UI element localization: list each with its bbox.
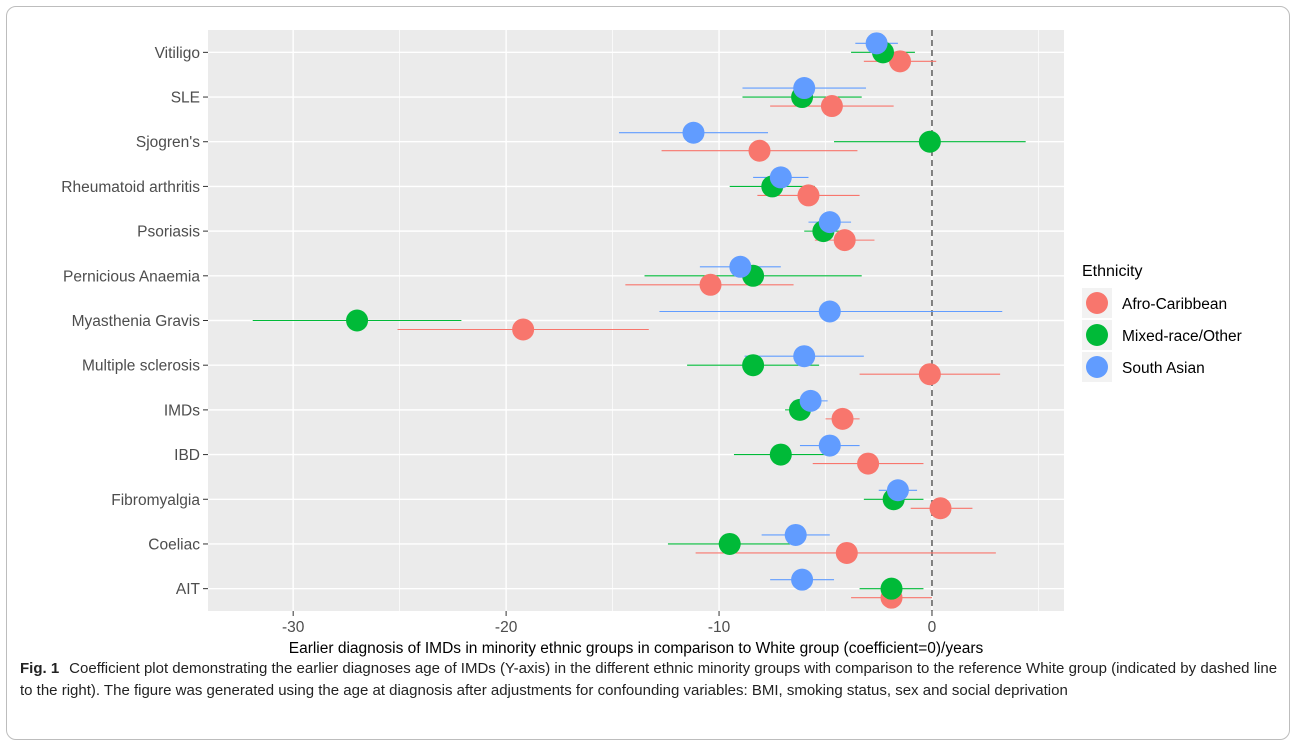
legend-label: Mixed-race/Other <box>1122 328 1242 345</box>
data-point <box>835 541 858 564</box>
data-point <box>880 577 903 600</box>
y-tick-label: SLE <box>171 90 200 107</box>
data-point <box>818 211 841 234</box>
caption-label: Fig. 1 <box>20 660 60 677</box>
data-point <box>512 318 535 341</box>
y-tick-label: Vitiligo <box>155 45 200 62</box>
data-point <box>929 497 952 520</box>
y-tick-label: Coeliac <box>148 536 200 553</box>
data-point <box>769 443 792 466</box>
y-tick-label: Fibromyalgia <box>111 492 200 509</box>
data-point <box>831 407 854 430</box>
data-point <box>729 255 752 278</box>
y-tick-label: IMDs <box>164 402 200 419</box>
series-points <box>682 32 909 591</box>
caption-text: Coefficient plot demonstrating the earli… <box>20 660 1278 699</box>
legend-key <box>1086 356 1108 378</box>
x-tick-label: -10 <box>708 619 731 636</box>
data-point <box>818 300 841 323</box>
data-point <box>833 229 856 252</box>
data-point <box>682 121 705 144</box>
data-point <box>918 130 941 153</box>
data-point <box>820 95 843 118</box>
coefficient-plot: Vitiligo SLE Sjogren's Rheumatoid arthritis… <box>61 30 1242 657</box>
legend-label: Afro-Caribbean <box>1122 296 1227 313</box>
data-point <box>346 309 369 332</box>
data-point <box>742 354 765 377</box>
data-point <box>793 345 816 368</box>
legend-key <box>1086 324 1108 346</box>
figure-frame <box>6 6 1290 740</box>
y-tick-label: Multiple sclerosis <box>82 358 200 375</box>
x-tick-label: 0 <box>928 619 937 636</box>
legend-title: Ethnicity <box>1082 263 1142 280</box>
y-tick-label: AIT <box>176 581 201 598</box>
data-point <box>793 77 816 100</box>
legend: Ethnicity Afro-Caribbean Mixed-race/Other… <box>1082 263 1242 382</box>
data-point <box>889 50 912 73</box>
data-point <box>748 139 771 162</box>
legend-key <box>1086 292 1108 314</box>
y-tick-label: Rheumatoid arthritis <box>61 179 200 196</box>
y-axis: Vitiligo SLE Sjogren's Rheumatoid arthritis… <box>61 45 208 598</box>
x-tick-label: -30 <box>282 619 305 636</box>
series-points <box>512 50 952 609</box>
data-point <box>699 273 722 296</box>
data-point <box>769 166 792 189</box>
figure-caption: Fig. 1 Coefficient plot demonstrating the… <box>20 658 1278 702</box>
y-tick-label: IBD <box>174 447 200 464</box>
y-tick-label: Pernicious Anaemia <box>63 268 200 285</box>
x-axis-label: Earlier diagnosis of IMDs in minority et… <box>289 640 984 657</box>
x-axis: -30 -20 -10 0 <box>282 611 937 636</box>
data-point <box>918 363 941 386</box>
data-point <box>857 452 880 475</box>
data-marks <box>252 32 1026 609</box>
data-point <box>784 523 807 546</box>
data-point <box>865 32 888 55</box>
data-point <box>797 184 820 207</box>
legend-label: South Asian <box>1122 360 1205 377</box>
x-tick-label: -20 <box>495 619 518 636</box>
y-tick-label: Psoriasis <box>137 224 200 241</box>
data-point <box>718 532 741 555</box>
y-tick-label: Myasthenia Gravis <box>72 313 201 330</box>
data-point <box>791 568 814 591</box>
y-tick-label: Sjogren's <box>136 134 200 151</box>
grid-major <box>208 30 1064 611</box>
series-points <box>346 41 941 600</box>
data-point <box>799 389 822 412</box>
data-point <box>886 479 909 502</box>
data-point <box>818 434 841 457</box>
